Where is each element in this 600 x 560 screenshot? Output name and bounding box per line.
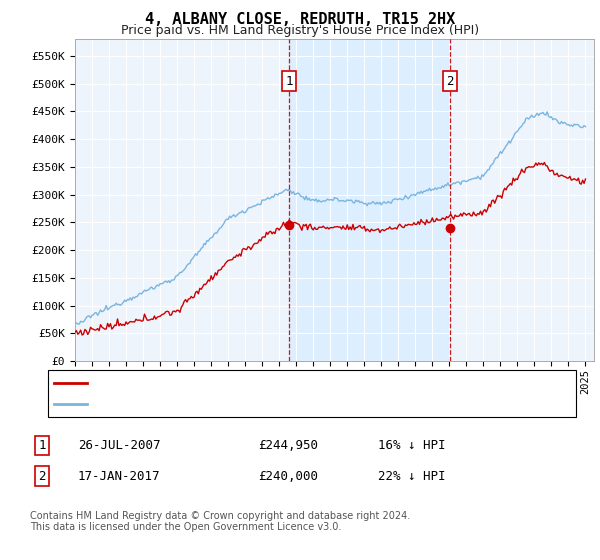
Text: 22% ↓ HPI: 22% ↓ HPI [378, 469, 445, 483]
Text: £244,950: £244,950 [258, 438, 318, 452]
Text: 1: 1 [38, 438, 46, 452]
Text: 2: 2 [446, 74, 454, 87]
Text: HPI: Average price, detached house, Cornwall: HPI: Average price, detached house, Corn… [93, 399, 347, 409]
Text: 26-JUL-2007: 26-JUL-2007 [78, 438, 161, 452]
Text: 4, ALBANY CLOSE, REDRUTH, TR15 2HX (detached house): 4, ALBANY CLOSE, REDRUTH, TR15 2HX (deta… [93, 378, 416, 388]
Text: Price paid vs. HM Land Registry's House Price Index (HPI): Price paid vs. HM Land Registry's House … [121, 24, 479, 36]
Text: 2: 2 [38, 469, 46, 483]
Text: 17-JAN-2017: 17-JAN-2017 [78, 469, 161, 483]
Bar [289, 39, 450, 361]
Text: 16% ↓ HPI: 16% ↓ HPI [378, 438, 445, 452]
Text: 1: 1 [286, 74, 293, 87]
Text: £240,000: £240,000 [258, 469, 318, 483]
Text: 4, ALBANY CLOSE, REDRUTH, TR15 2HX: 4, ALBANY CLOSE, REDRUTH, TR15 2HX [145, 12, 455, 27]
Text: Contains HM Land Registry data © Crown copyright and database right 2024.
This d: Contains HM Land Registry data © Crown c… [30, 511, 410, 533]
